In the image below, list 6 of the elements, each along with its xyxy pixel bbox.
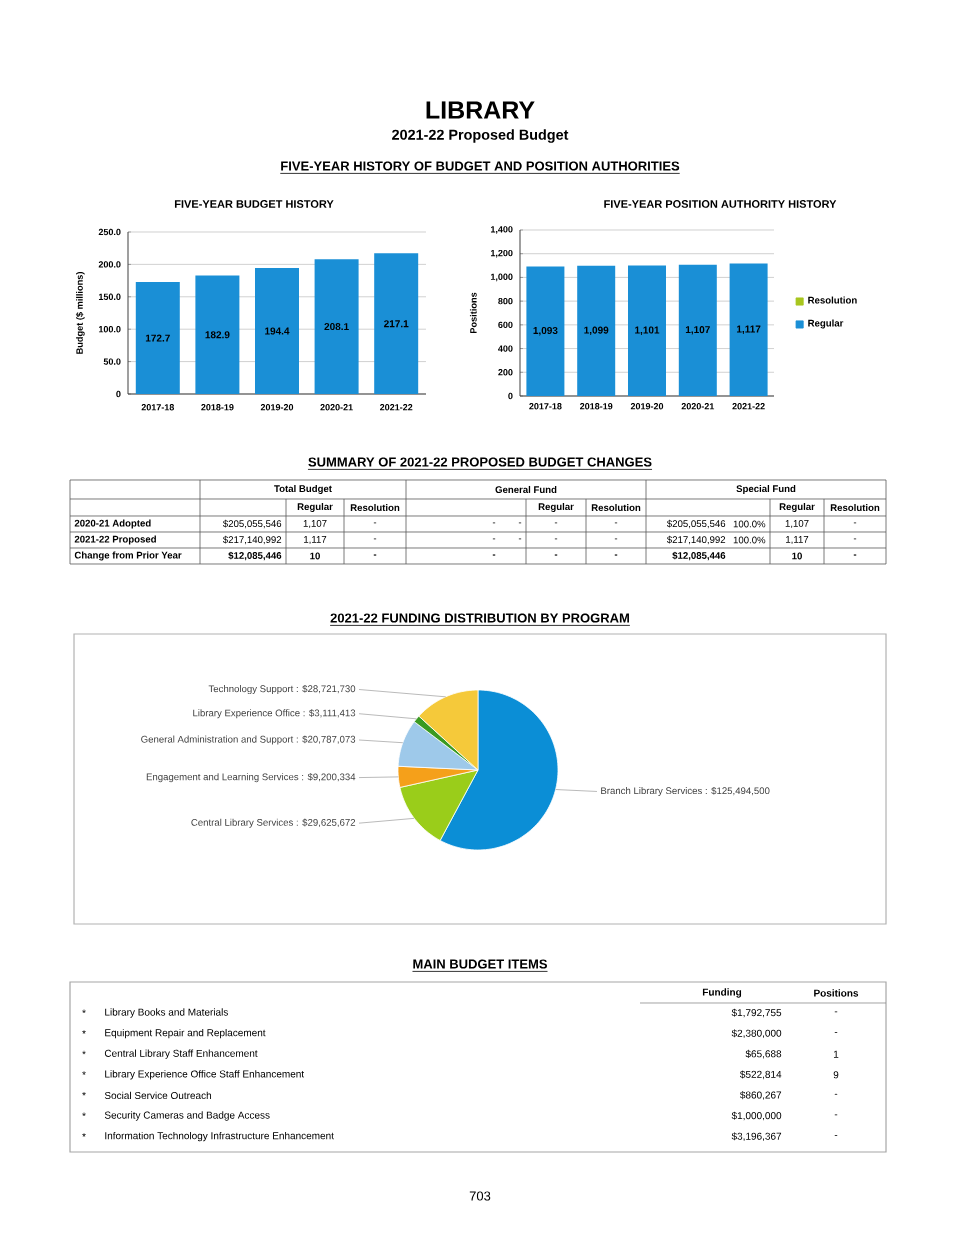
bar [195, 275, 240, 394]
bar [314, 259, 359, 394]
text: LIBRARY [426, 101, 535, 119]
bar [374, 253, 419, 394]
bar [135, 282, 180, 394]
bar [255, 268, 299, 394]
